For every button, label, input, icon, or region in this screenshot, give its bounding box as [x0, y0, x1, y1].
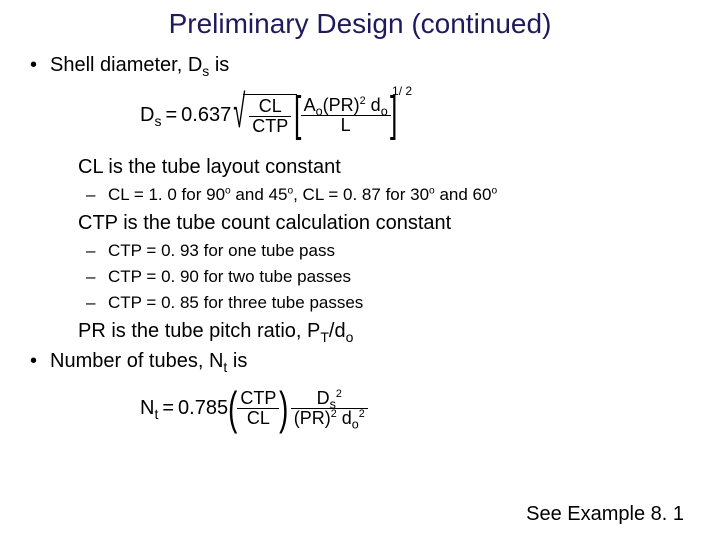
nt-symbol: Nt: [140, 397, 158, 420]
ctp-sub-1: –CTP = 0. 93 for one tube pass: [108, 240, 690, 262]
fraction-ao-l: Ao(PR)2 do L: [301, 96, 391, 135]
ctp-sub-2: –CTP = 0. 90 for two tube passes: [108, 266, 690, 288]
pr-definition: PR is the tube pitch ratio, PT/do: [78, 318, 690, 344]
equals-sign: =: [162, 397, 174, 420]
cl-values: –CL = 1. 0 for 90o and 45o, CL = 0. 87 f…: [108, 184, 690, 206]
bracket-group: [ Ao(PR)2 do L ]: [297, 91, 394, 139]
slide: Preliminary Design (continued) •Shell di…: [0, 0, 720, 540]
paren-ctp-cl: ( CTP CL ): [230, 385, 287, 431]
slide-title: Preliminary Design (continued): [30, 8, 690, 40]
see-example-note: See Example 8. 1: [526, 503, 684, 526]
square-root: √ CL CTP: [233, 94, 297, 136]
fraction-ds-pr: Ds2 (PR)2 do2: [291, 389, 368, 428]
coefficient: 0.637: [181, 104, 231, 127]
formula-shell-diameter: Ds = 0.637 √ CL CTP [ Ao(PR)2 do L ]: [140, 84, 690, 146]
ctp-sub-3: –CTP = 0. 85 for three tube passes: [108, 292, 690, 314]
ctp-heading: CTP is the tube count calculation consta…: [78, 210, 690, 236]
formula-number-tubes: Nt = 0.785 ( CTP CL ) Ds2 (PR)2 do2: [140, 380, 690, 436]
bullet-number-tubes: •Number of tubes, Nt is: [50, 348, 690, 374]
equals-sign: =: [165, 104, 177, 127]
ds-symbol: Ds: [140, 104, 161, 127]
coefficient: 0.785: [178, 397, 228, 420]
bullet-shell-diameter: •Shell diameter, Ds is: [50, 52, 690, 78]
fraction-cl-ctp: CL CTP: [249, 97, 291, 136]
cl-heading: CL is the tube layout constant: [78, 154, 690, 180]
